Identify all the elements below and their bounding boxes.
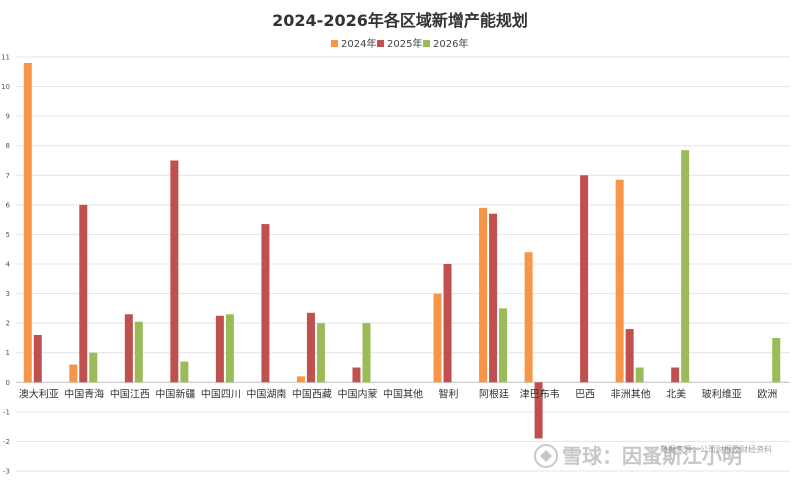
category-label-4: 中国新疆 — [155, 387, 195, 400]
legend-label-1: 2024年 — [341, 37, 376, 50]
bar-7-3 — [316, 323, 325, 383]
legend-swatch-1 — [331, 40, 338, 47]
category-label-14: 非洲其他 — [611, 387, 651, 400]
category-label-5: 中国四川 — [201, 387, 241, 400]
y-tick-label: 9 — [6, 113, 10, 121]
bar-11-1 — [479, 207, 488, 383]
y-tick-label: -1 — [3, 408, 10, 416]
bar-12-1 — [524, 252, 533, 383]
y-tick-label: 4 — [6, 261, 11, 269]
category-labels: 澳大利亚 中国青海 中国江西 中国新疆 中国四川 中国湖南 中国西藏 中国内蒙 中国其他 智利 阿根… — [19, 387, 777, 400]
bar-1-2 — [33, 334, 42, 383]
bar-8-3 — [362, 323, 371, 383]
bar-13-2 — [580, 175, 589, 383]
gridlines — [16, 56, 790, 472]
category-label-17: 欧洲 — [757, 388, 777, 400]
legend-label-3: 2026年 — [433, 37, 468, 50]
category-label-10: 智利 — [439, 387, 459, 400]
category-label-1: 澳大利亚 — [19, 387, 59, 400]
chart-title: 2024-2026年各区域新增产能规划 — [272, 11, 528, 30]
bar-3-3 — [134, 321, 143, 383]
bar-7-1 — [296, 376, 305, 383]
bar-15-3 — [681, 150, 690, 383]
y-tick-label: 11 — [1, 54, 10, 62]
bar-12-2 — [534, 382, 543, 439]
bar-7-2 — [306, 312, 315, 383]
category-label-9: 中国其他 — [383, 387, 423, 400]
category-label-7: 中国西藏 — [292, 387, 332, 400]
bar-14-1 — [615, 179, 624, 383]
bar-15-2 — [671, 367, 680, 383]
bar-14-3 — [635, 367, 644, 383]
watermark-source: 数据来源：公司财报及财经资料 — [660, 444, 772, 454]
snowball-logo-icon — [534, 444, 558, 468]
legend-swatch-3 — [423, 40, 430, 47]
bar-5-3 — [225, 314, 234, 383]
legend: 2024年 2025年 2026年 — [331, 37, 468, 50]
category-label-3: 中国江西 — [110, 387, 150, 400]
watermark-brand: 雪球：因蚤斯江小明 — [562, 444, 742, 468]
category-label-13: 巴西 — [575, 388, 595, 400]
y-tick-label: -3 — [3, 468, 10, 476]
bar-3-2 — [124, 314, 133, 383]
category-label-2: 中国青海 — [64, 387, 104, 400]
bar-2-2 — [79, 204, 88, 383]
legend-label-2: 2025年 — [387, 37, 422, 50]
y-axis-ticks: -3 -2 -1 0 1 2 3 4 5 6 7 8 9 10 11 — [1, 54, 10, 476]
y-tick-label: 8 — [6, 142, 10, 150]
y-tick-label: 3 — [6, 290, 10, 298]
bar-11-2 — [489, 213, 498, 383]
y-tick-label: 2 — [6, 320, 10, 328]
category-label-8: 中国内蒙 — [337, 387, 377, 400]
y-tick-label: 6 — [6, 201, 11, 209]
category-label-6: 中国湖南 — [246, 387, 286, 400]
bars — [23, 62, 781, 439]
legend-swatch-2 — [377, 40, 384, 47]
bar-14-2 — [625, 329, 634, 383]
y-tick-label: 0 — [6, 379, 10, 387]
bar-11-3 — [499, 308, 508, 383]
category-label-16: 玻利维亚 — [702, 387, 742, 400]
category-label-12: 津巴布韦 — [520, 388, 560, 400]
bar-6-2 — [261, 224, 270, 383]
y-tick-label: 5 — [6, 231, 10, 239]
bar-4-2 — [170, 160, 179, 383]
y-tick-label: -2 — [3, 438, 10, 446]
bar-10-1 — [433, 293, 442, 383]
bar-8-2 — [352, 367, 361, 383]
bar-5-2 — [215, 315, 224, 383]
category-label-15: 北美 — [666, 387, 686, 400]
y-tick-label: 1 — [6, 349, 10, 357]
bar-10-2 — [443, 264, 452, 383]
category-label-11: 阿根廷 — [479, 387, 509, 400]
bar-2-1 — [69, 364, 78, 383]
bar-17-3 — [772, 337, 781, 383]
bar-2-3 — [89, 352, 98, 383]
y-tick-label: 10 — [1, 83, 10, 91]
bar-4-3 — [180, 361, 189, 383]
watermark: 雪球：因蚤斯江小明 数据来源：公司财报及财经资料 — [534, 444, 772, 468]
bar-1-1 — [23, 62, 32, 383]
y-tick-label: 7 — [6, 172, 10, 180]
